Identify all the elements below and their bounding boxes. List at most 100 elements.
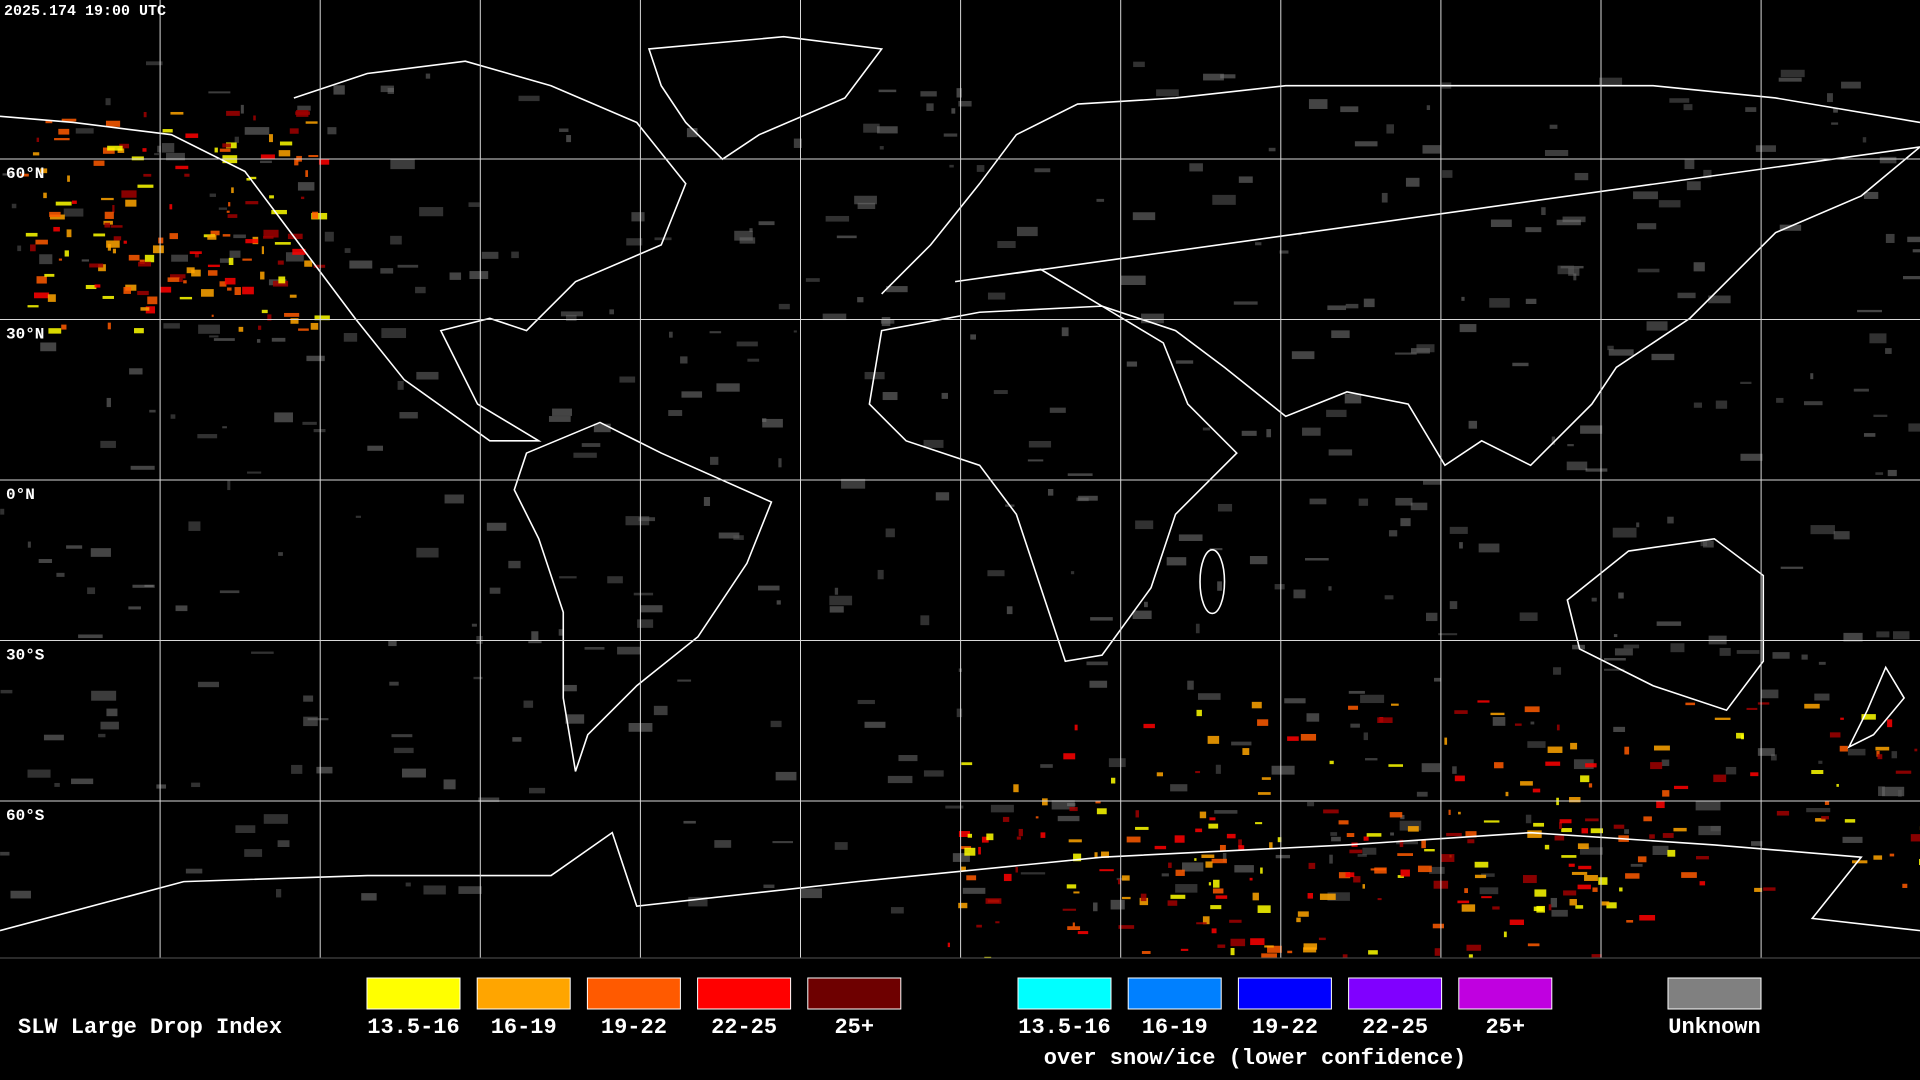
cloud-pixel <box>244 127 270 135</box>
drop-pixel <box>1852 860 1868 864</box>
cloud-pixel <box>680 356 688 364</box>
cloud-pixel <box>219 258 231 263</box>
cloud-pixel <box>106 708 118 717</box>
drop-pixel <box>191 269 201 277</box>
cloud-pixel <box>1698 825 1721 836</box>
drop-pixel <box>134 328 144 334</box>
cloud-pixel <box>1291 351 1315 360</box>
cloud-pixel <box>145 61 163 66</box>
drop-pixel <box>976 924 982 928</box>
cloud-pixel <box>100 440 116 448</box>
drop-pixel <box>142 148 147 152</box>
cloud-pixel <box>1833 531 1850 540</box>
cloud-pixel <box>1093 902 1098 912</box>
drop-pixel <box>137 290 149 296</box>
cloud-pixel <box>100 721 119 730</box>
cloud-pixel <box>763 884 775 889</box>
cloud-pixel <box>1182 862 1204 872</box>
drop-pixel <box>1202 916 1210 925</box>
drop-pixel <box>1174 835 1185 843</box>
cloud-pixel <box>175 605 188 612</box>
drop-pixel <box>1042 798 1048 806</box>
drop-pixel <box>1346 833 1355 837</box>
drop-pixel <box>1441 854 1455 862</box>
lat-label: 60°S <box>6 807 45 825</box>
drop-pixel <box>61 118 77 122</box>
cloud-pixel <box>416 547 439 558</box>
drop-pixel <box>1736 732 1744 739</box>
drop-pixel <box>227 214 238 218</box>
cloud-pixel <box>1175 360 1194 364</box>
cloud-pixel <box>1772 652 1790 659</box>
cloud-pixel <box>1780 566 1804 569</box>
drop-pixel <box>1069 806 1078 812</box>
drop-pixel <box>1226 833 1236 839</box>
drop-pixel <box>1649 834 1655 839</box>
cloud-pixel <box>197 434 218 439</box>
drop-pixel <box>1699 881 1706 886</box>
cloud-pixel <box>478 797 500 803</box>
drop-pixel <box>1126 836 1141 843</box>
cloud-pixel <box>1715 400 1728 409</box>
drop-pixel <box>1261 953 1277 961</box>
cloud-pixel <box>1613 726 1626 733</box>
cloud-pixel <box>274 412 293 423</box>
cloud-pixel <box>1885 348 1892 354</box>
cloud-pixel <box>367 445 384 451</box>
cloud-pixel <box>1238 176 1253 183</box>
cloud-pixel <box>1452 766 1457 774</box>
antarctica <box>0 831 1920 932</box>
drop-pixel <box>112 248 116 254</box>
drop-pixel <box>1242 748 1250 755</box>
drop-pixel <box>1829 732 1841 738</box>
drop-pixel <box>1073 891 1080 894</box>
drop-pixel <box>194 253 199 258</box>
cloud-pixel <box>1132 610 1152 620</box>
drop-pixel <box>1353 876 1361 883</box>
cloud-pixel <box>607 576 623 584</box>
drop-pixel <box>1400 869 1410 877</box>
drop-pixel <box>144 254 155 263</box>
cloud-pixel <box>1776 397 1784 403</box>
cloud-pixel <box>1803 401 1823 406</box>
drop-pixel <box>1578 865 1592 870</box>
cloud-pixel <box>419 207 444 217</box>
drop-pixel <box>1561 855 1577 858</box>
drop-pixel <box>277 260 284 265</box>
cloud-pixel <box>829 595 853 606</box>
cloud-pixel <box>476 635 483 644</box>
drop-pixel <box>312 211 319 219</box>
cloud-pixel <box>1553 667 1562 675</box>
drop-pixel <box>1366 833 1382 837</box>
drop-pixel <box>1368 950 1378 955</box>
cloud-pixel <box>552 408 572 416</box>
cloud-pixel <box>886 286 908 293</box>
drop-pixel <box>253 115 256 121</box>
cloud-pixel <box>275 889 282 898</box>
drop-pixel <box>986 833 994 841</box>
cloud-pixel <box>1222 853 1227 863</box>
cloud-pixel <box>1266 429 1272 438</box>
cloud-pixel <box>793 138 803 148</box>
drop-pixel <box>1432 923 1445 929</box>
drop-pixel <box>1219 844 1226 851</box>
drop-pixel <box>183 280 187 284</box>
drop-pixel <box>1308 862 1316 869</box>
drop-pixel <box>224 277 236 285</box>
cloud-pixel <box>1740 381 1752 385</box>
cloud-pixel <box>1519 612 1538 621</box>
drop-pixel <box>1839 745 1848 752</box>
cloud-pixel <box>1217 503 1233 512</box>
legend-swatch <box>807 977 902 1010</box>
drop-pixel <box>169 233 178 240</box>
cloud-pixel <box>1110 899 1125 910</box>
cloud-pixel <box>391 734 413 738</box>
cloud-pixel <box>1423 480 1442 485</box>
drop-pixel <box>964 847 976 856</box>
drop-pixel <box>158 237 164 244</box>
drop-pixel <box>49 211 61 217</box>
drop-pixel <box>94 284 101 288</box>
drop-pixel <box>36 276 47 284</box>
cloud-pixel <box>1847 748 1866 756</box>
